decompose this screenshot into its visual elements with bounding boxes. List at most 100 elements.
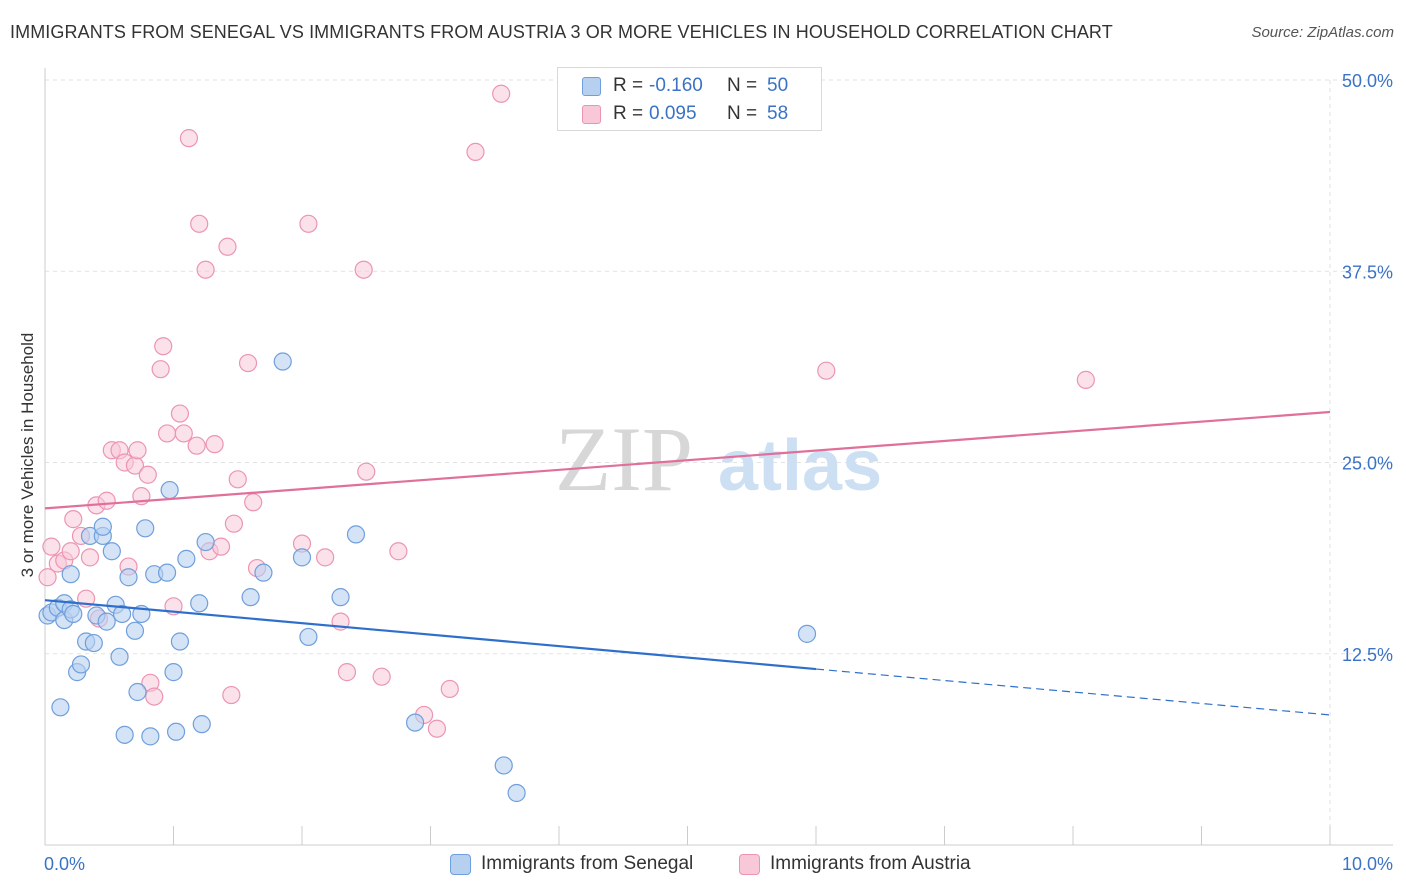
senegal-point	[157, 563, 177, 582]
senegal-point	[119, 568, 138, 587]
austria-point	[179, 129, 199, 148]
senegal-trend-extension	[815, 668, 1331, 716]
senegal-point	[112, 604, 132, 624]
axes	[44, 68, 1393, 846]
austria-trend-line	[44, 410, 1331, 510]
senegal-point	[128, 682, 147, 702]
r-label: R =	[613, 103, 644, 124]
senegal-point	[177, 549, 196, 568]
austria-point	[138, 465, 157, 484]
senegal-point	[125, 621, 145, 640]
y-tick-label: 25.0%	[1342, 454, 1393, 474]
austria-point	[187, 436, 206, 455]
source-label: Source: ZipAtlas.com	[1251, 24, 1394, 41]
senegal-point	[102, 542, 121, 561]
watermark: ZIP atlas	[555, 408, 882, 510]
senegal-point	[254, 563, 273, 582]
senegal-point	[93, 517, 112, 536]
austria-point	[466, 142, 485, 162]
senegal-point	[797, 624, 817, 643]
austria-point	[97, 491, 116, 510]
austria-point	[151, 360, 170, 379]
austria-point	[222, 685, 241, 705]
austria-point	[61, 542, 80, 561]
r-value: -0.160	[649, 75, 703, 96]
senegal-point	[346, 525, 366, 544]
austria-legend-swatch	[739, 853, 760, 875]
senegal-point	[136, 519, 155, 538]
austria-point	[299, 214, 318, 233]
austria-point	[80, 548, 100, 567]
austria-point	[337, 663, 357, 682]
senegal-point	[170, 632, 190, 651]
austria-point	[211, 537, 231, 556]
senegal-swatch	[582, 76, 601, 96]
senegal-point	[405, 713, 425, 732]
senegal-point	[71, 655, 91, 674]
austria-point	[154, 337, 173, 356]
austria-point	[145, 687, 164, 706]
senegal-point	[64, 604, 83, 624]
watermark-zip: ZIP	[555, 408, 693, 510]
senegal-points	[38, 352, 817, 803]
senegal-point	[115, 725, 134, 744]
austria-point	[238, 353, 258, 373]
austria-point	[389, 542, 408, 561]
senegal-legend-swatch	[450, 853, 471, 875]
senegal-legend-label: Immigrants from Senegal	[481, 853, 694, 874]
n-label: N =	[727, 103, 758, 124]
senegal-point	[273, 352, 292, 371]
senegal-point	[141, 727, 160, 746]
watermark-atlas: atlas	[718, 426, 882, 506]
senegal-point	[292, 548, 312, 567]
senegal-point	[166, 722, 186, 741]
austria-legend-label: Immigrants from Austria	[770, 853, 971, 874]
austria-point	[224, 514, 243, 533]
legend-row-austria: R = 0.095 N = 58	[582, 101, 788, 127]
n-value: 58	[767, 103, 789, 124]
senegal-point	[160, 480, 179, 500]
senegal-point	[507, 783, 526, 803]
trend-lines	[44, 410, 1331, 716]
austria-point	[170, 404, 190, 423]
austria-point	[244, 493, 263, 512]
austria-point	[354, 260, 373, 279]
chart-title: IMMIGRANTS FROM SENEGAL VS IMMIGRANTS FR…	[10, 22, 1113, 42]
austria-point	[817, 361, 836, 380]
n-label: N =	[727, 75, 758, 96]
austria-point	[228, 470, 247, 489]
austria-point	[218, 237, 237, 256]
senegal-point	[241, 588, 260, 607]
austria-point	[1076, 370, 1095, 389]
austria-point	[440, 679, 459, 699]
legend-row-senegal: R = -0.160 N = 50	[582, 73, 788, 99]
austria-point	[190, 214, 209, 233]
x-tick-label-min: 0.0%	[44, 854, 85, 874]
austria-point	[64, 510, 83, 529]
senegal-point	[331, 588, 350, 607]
austria-point	[372, 667, 391, 686]
x-tick-label-max: 10.0%	[1342, 854, 1393, 874]
senegal-point	[110, 647, 129, 666]
austria-point	[196, 260, 215, 279]
austria-point	[157, 424, 177, 443]
senegal-point	[51, 698, 70, 717]
austria-point	[427, 719, 447, 738]
senegal-point	[84, 633, 103, 653]
senegal-point	[190, 594, 209, 613]
senegal-point	[97, 612, 116, 631]
senegal-point	[164, 663, 183, 682]
y-tick-label: 37.5%	[1342, 262, 1393, 282]
senegal-point	[299, 627, 318, 647]
y-tick-label: 50.0%	[1342, 71, 1393, 91]
senegal-point	[192, 715, 211, 734]
austria-point	[316, 548, 335, 567]
austria-point	[492, 84, 511, 103]
legend-item-senegal: Immigrants from Senegal	[450, 853, 693, 875]
austria-points	[38, 84, 1095, 738]
austria-point	[174, 424, 193, 443]
n-value: 50	[767, 75, 789, 96]
senegal-point	[494, 756, 513, 775]
legend-item-austria: Immigrants from Austria	[739, 853, 971, 875]
